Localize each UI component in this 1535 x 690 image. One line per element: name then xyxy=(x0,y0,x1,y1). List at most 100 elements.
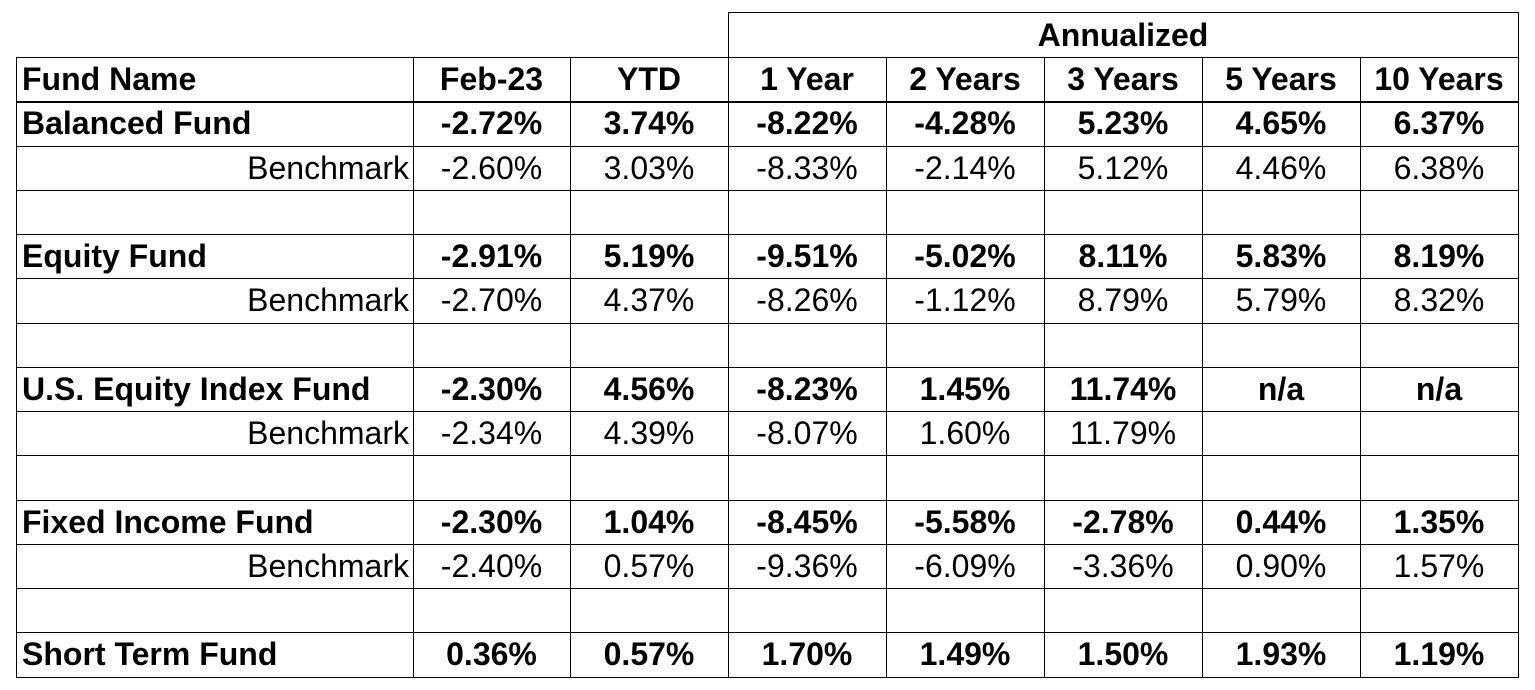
spacer-cell xyxy=(16,455,413,499)
column-border xyxy=(1044,57,1045,678)
return-value-cell: 5.79% xyxy=(1235,282,1327,319)
return-value-cell: -4.28% xyxy=(914,105,1016,142)
row-border xyxy=(16,323,1519,324)
column-border xyxy=(1202,57,1203,678)
return-value-cell: 0.36% xyxy=(446,636,537,673)
row-border xyxy=(16,500,1519,501)
column-border xyxy=(728,57,729,678)
column-header: YTD xyxy=(617,61,681,98)
benchmark-label-cell: Benchmark xyxy=(247,415,409,452)
return-value-cell xyxy=(570,588,728,632)
return-value-cell: 1.19% xyxy=(1393,636,1485,673)
return-value-cell xyxy=(1360,323,1518,367)
return-value-cell xyxy=(1202,190,1360,234)
return-value-cell xyxy=(413,588,570,632)
column-border xyxy=(570,57,571,678)
return-value-cell: 8.32% xyxy=(1393,282,1485,319)
return-value-cell xyxy=(728,588,886,632)
return-value-cell xyxy=(1044,588,1202,632)
return-value-cell: 6.37% xyxy=(1393,105,1485,142)
column-header: 10 Years xyxy=(1374,61,1504,98)
row-border xyxy=(16,455,1519,456)
column-header: Feb-23 xyxy=(439,61,544,98)
return-value-cell xyxy=(413,323,570,367)
return-value-cell: -8.45% xyxy=(756,503,858,540)
return-value-cell: 4.46% xyxy=(1235,149,1327,186)
spacer-cell xyxy=(16,588,413,632)
row-border xyxy=(16,101,1519,103)
return-value-cell xyxy=(1044,455,1202,499)
return-value-cell: -2.30% xyxy=(440,503,543,540)
return-value-cell: 8.79% xyxy=(1077,282,1169,319)
return-value-cell: 8.11% xyxy=(1078,238,1168,275)
return-value-cell xyxy=(728,455,886,499)
spacer-cell xyxy=(16,323,413,367)
spacer-cell xyxy=(16,190,413,234)
row-border xyxy=(16,146,1519,147)
return-value-cell xyxy=(886,190,1044,234)
return-value-cell: -2.30% xyxy=(440,370,543,407)
fund-name-cell: Fixed Income Fund xyxy=(22,503,314,540)
return-value-cell: -5.02% xyxy=(914,238,1016,275)
return-value-cell: -8.07% xyxy=(756,415,858,452)
row-border xyxy=(16,411,1519,412)
return-value-cell: -2.60% xyxy=(440,149,543,186)
fund-name-cell: Equity Fund xyxy=(22,238,207,275)
return-value-cell: -9.36% xyxy=(756,547,858,584)
row-border xyxy=(16,367,1519,368)
return-value-cell xyxy=(886,588,1044,632)
return-value-cell: -6.09% xyxy=(914,547,1016,584)
column-header: 5 Years xyxy=(1225,61,1337,98)
column-header: 3 Years xyxy=(1067,61,1179,98)
return-value-cell: 4.39% xyxy=(603,415,695,452)
return-value-cell xyxy=(1044,190,1202,234)
return-value-cell xyxy=(1202,455,1360,499)
row-border xyxy=(16,632,1519,633)
return-value-cell xyxy=(570,323,728,367)
column-header: 2 Years xyxy=(909,61,1021,98)
return-value-cell: 5.12% xyxy=(1077,149,1169,186)
return-value-cell xyxy=(413,455,570,499)
annualized-group-header: Annualized xyxy=(1037,16,1209,53)
column-border xyxy=(886,57,887,678)
return-value-cell: -2.91% xyxy=(440,238,543,275)
return-value-cell: -9.51% xyxy=(756,238,858,275)
return-value-cell xyxy=(1202,588,1360,632)
row-border xyxy=(16,588,1519,589)
row-border xyxy=(16,544,1519,545)
return-value-cell: -8.22% xyxy=(756,105,858,142)
return-value-cell xyxy=(1360,455,1518,499)
return-value-cell xyxy=(1202,411,1360,455)
return-value-cell: 0.57% xyxy=(603,547,695,584)
return-value-cell: 4.65% xyxy=(1235,105,1327,142)
return-value-cell: n/a xyxy=(1415,370,1463,407)
return-value-cell: 4.56% xyxy=(603,370,695,407)
return-value-cell: 0.90% xyxy=(1235,547,1327,584)
return-value-cell: 11.74% xyxy=(1069,370,1177,407)
return-value-cell: -2.78% xyxy=(1072,503,1174,540)
annualized-left-border xyxy=(728,12,729,57)
row-border xyxy=(16,234,1519,235)
return-value-cell xyxy=(1360,588,1518,632)
return-value-cell: -2.72% xyxy=(440,105,543,142)
fund-name-cell: U.S. Equity Index Fund xyxy=(22,370,371,407)
benchmark-label-cell: Benchmark xyxy=(247,149,409,186)
return-value-cell: 4.37% xyxy=(603,282,695,319)
row-border xyxy=(16,278,1519,279)
return-value-cell: -3.36% xyxy=(1072,547,1174,584)
return-value-cell: -5.58% xyxy=(914,503,1016,540)
return-value-cell: 1.45% xyxy=(919,370,1011,407)
return-value-cell: 5.23% xyxy=(1077,105,1169,142)
return-value-cell xyxy=(728,323,886,367)
return-value-cell: 1.60% xyxy=(919,415,1011,452)
return-value-cell: 6.38% xyxy=(1393,149,1485,186)
return-value-cell: 3.03% xyxy=(603,149,695,186)
return-value-cell xyxy=(413,190,570,234)
return-value-cell: 1.49% xyxy=(919,636,1011,673)
return-value-cell: 0.57% xyxy=(603,636,695,673)
return-value-cell xyxy=(1044,323,1202,367)
return-value-cell xyxy=(570,455,728,499)
column-border xyxy=(413,57,414,678)
annualized-right-border xyxy=(1518,12,1519,57)
row-border xyxy=(16,677,1519,678)
